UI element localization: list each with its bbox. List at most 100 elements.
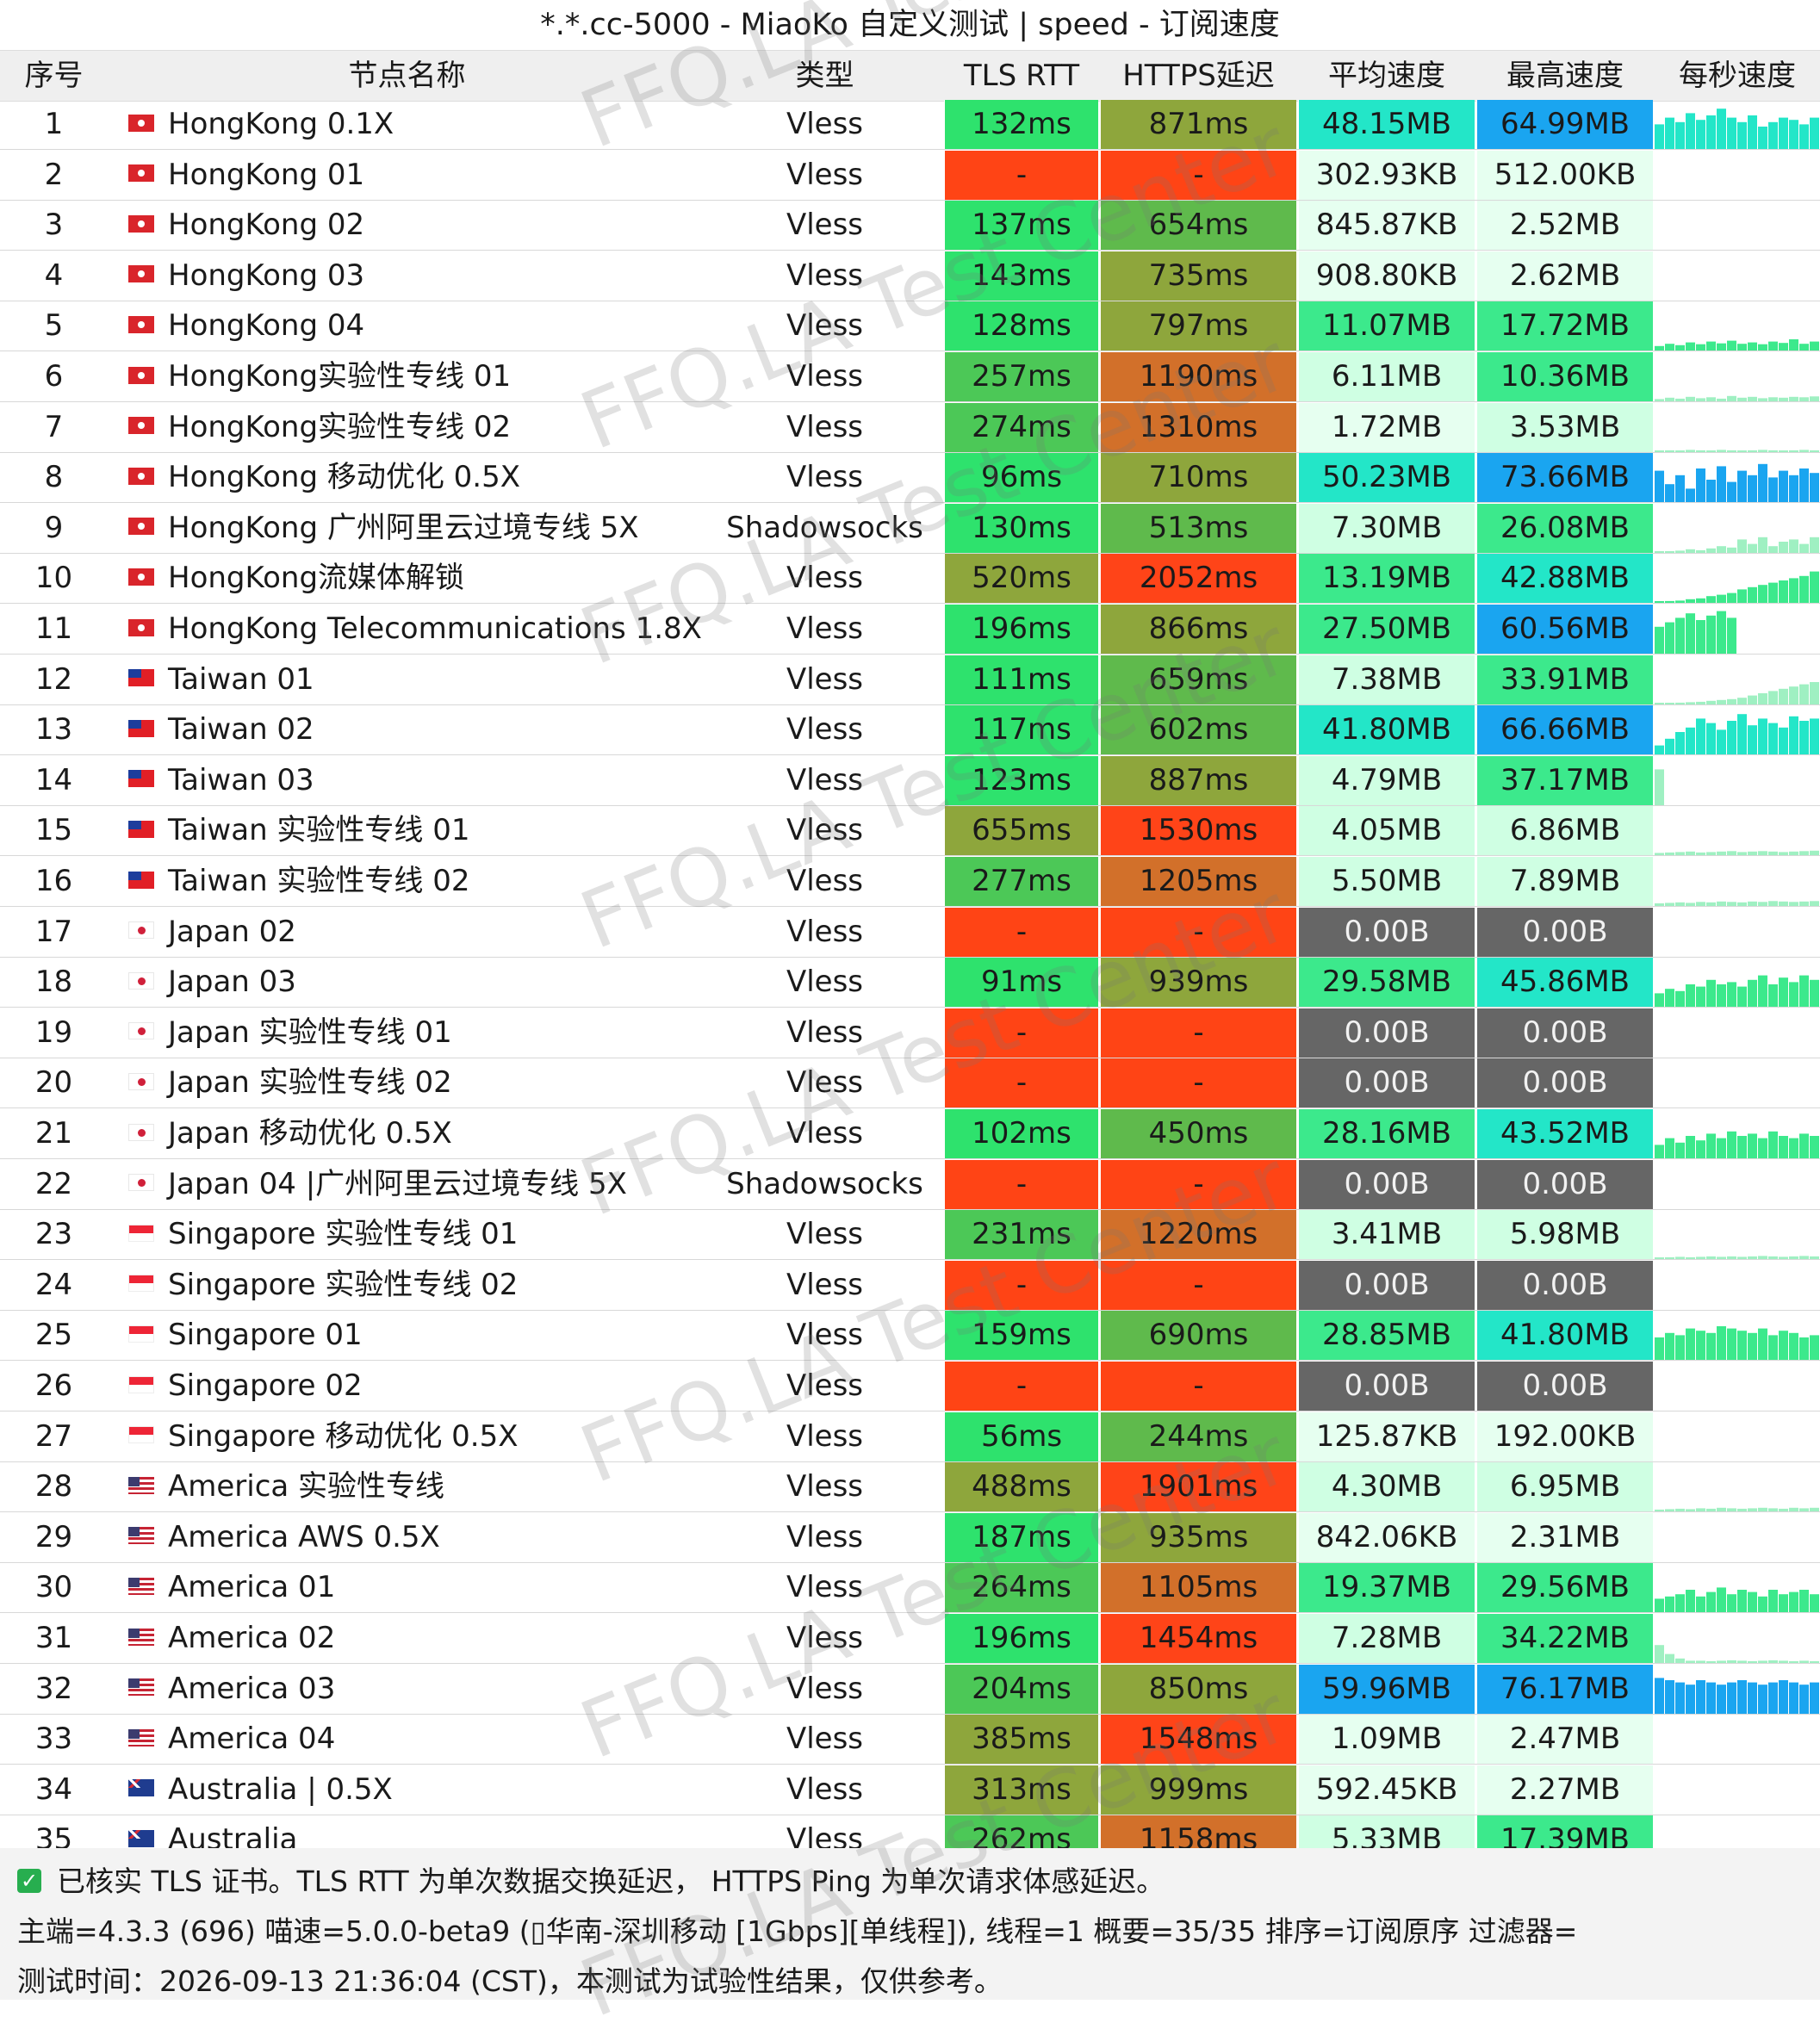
sparkline-bar <box>1799 1660 1809 1663</box>
header-https-latency[interactable]: HTTPS延迟 <box>1122 59 1275 93</box>
header-node-name[interactable]: 节点名称 <box>348 59 466 93</box>
tls-rtt-value: 91ms <box>944 958 1098 1008</box>
table-row[interactable]: 6 HongKong实验性专线 01 Vless 257ms 1190ms 6.11MB 1… <box>0 352 1820 402</box>
sparkline-bar <box>1717 1507 1726 1512</box>
max-speed-value: 42.88MB <box>1476 554 1653 604</box>
node-name: Japan 02 <box>168 914 296 949</box>
table-row[interactable]: 8 HongKong 移动优化 0.5X Vless 96ms 710ms 50.23MB… <box>0 453 1820 504</box>
table-row[interactable]: 15 Taiwan 实验性专线 01 Vless 655ms 1530ms 4.05MB 6… <box>0 806 1820 857</box>
sparkline-bar <box>1779 343 1788 351</box>
sparkline-bar <box>1779 1660 1788 1663</box>
jp-flag-icon <box>128 971 154 990</box>
node-type: Vless <box>786 1469 864 1505</box>
table-row[interactable]: 31 America 02 Vless 196ms 1454ms 7.28MB 34.22M… <box>0 1614 1820 1664</box>
table-row[interactable]: 12 Taiwan 01 Vless 111ms 659ms 7.38MB 33.91MB <box>0 655 1820 705</box>
table-row[interactable]: 29 America AWS 0.5X Vless 187ms 935ms 842.06K… <box>0 1512 1820 1563</box>
table-row[interactable]: 20 Japan 实验性专线 02 Vless - -0.00B 0.00B <box>0 1058 1820 1109</box>
node-name-cell: HongKong 广州阿里云过境专线 5X <box>108 504 706 553</box>
tls-rtt-value: 313ms <box>944 1765 1098 1815</box>
table-row[interactable]: 23 Singapore 实验性专线 01 Vless 231ms 1220ms 3.41… <box>0 1210 1820 1261</box>
table-row[interactable]: 10 HongKong流媒体解锁 Vless 520ms 2052ms 13.19MB 42… <box>0 554 1820 605</box>
header-per-second-speed[interactable]: 每秒速度 <box>1679 59 1796 93</box>
table-row[interactable]: 18 Japan 03 Vless 91ms 939ms 29.58MB 45.86MB <box>0 958 1820 1008</box>
sg-flag-icon <box>128 1275 154 1293</box>
per-second-speed-sparkline <box>1655 151 1820 200</box>
table-row[interactable]: 27 Singapore 移动优化 0.5X Vless 56ms 244ms 125.8… <box>0 1411 1820 1462</box>
sparkline-bar <box>1737 397 1747 401</box>
node-name: HongKong流媒体解锁 <box>168 561 465 596</box>
sparkline-bar <box>1655 1145 1664 1158</box>
table-row[interactable]: 22 Japan 04 |广州阿里云过境专线 5X Shadowsocks - -0.0… <box>0 1159 1820 1210</box>
table-row[interactable]: 24 Singapore 实验性专线 02 Vless - -0.00B 0.00B <box>0 1260 1820 1311</box>
sparkline-bar <box>1665 484 1674 503</box>
https-latency-value: 1190ms <box>1100 352 1296 401</box>
sparkline-bar <box>1727 547 1736 553</box>
sparkline-bar <box>1779 541 1788 553</box>
header-max-speed[interactable]: 最高速度 <box>1506 59 1624 93</box>
avg-speed-value: 125.87KB <box>1298 1411 1475 1461</box>
table-row[interactable]: 1 HongKong 0.1X Vless 132ms 871ms 48.15MB 64.9… <box>0 100 1820 150</box>
table-row[interactable]: 26 Singapore 02 Vless - -0.00B 0.00B <box>0 1362 1820 1411</box>
table-row[interactable]: 3 HongKong 02 Vless 137ms 654ms 845.87KB 2.52M… <box>0 201 1820 251</box>
table-row[interactable]: 5 HongKong 04 Vless 128ms 797ms 11.07MB 17.72M… <box>0 301 1820 352</box>
jp-flag-icon <box>128 1174 154 1192</box>
sparkline-bar <box>1748 115 1757 149</box>
table-row[interactable]: 17 Japan 02 Vless - -0.00B 0.00B <box>0 907 1820 958</box>
hk-flag-icon <box>128 417 154 435</box>
header-type[interactable]: 类型 <box>795 59 854 93</box>
sparkline-bar <box>1799 975 1809 1008</box>
sparkline-bar <box>1665 1333 1674 1361</box>
table-row[interactable]: 19 Japan 实验性专线 01 Vless - -0.00B 0.00B <box>0 1008 1820 1058</box>
row-index: 11 <box>34 611 73 646</box>
sparkline-bar <box>1665 738 1674 755</box>
table-row[interactable]: 25 Singapore 01 Vless 159ms 690ms 28.85MB 41.8… <box>0 1311 1820 1362</box>
table-row[interactable]: 21 Japan 移动优化 0.5X Vless 102ms 450ms 28.16MB 4… <box>0 1109 1820 1159</box>
row-index: 2 <box>44 157 64 192</box>
sparkline-bar <box>1686 599 1695 604</box>
sparkline-bar <box>1655 769 1664 805</box>
node-name: Japan 移动优化 0.5X <box>168 1116 452 1151</box>
table-row[interactable]: 28 America 实验性专线 Vless 488ms 1901ms 4.30MB 6.9… <box>0 1462 1820 1513</box>
max-speed-value: 66.66MB <box>1476 705 1653 755</box>
sparkline-bar <box>1696 1256 1705 1260</box>
table-row[interactable]: 30 America 01 Vless 264ms 1105ms 19.37MB 29.56… <box>0 1563 1820 1614</box>
max-speed-value: 0.00B <box>1476 1260 1653 1310</box>
sparkline-bar <box>1727 1256 1736 1260</box>
sparkline-bar <box>1706 397 1716 401</box>
sparkline-bar <box>1696 549 1705 553</box>
per-second-speed-sparkline <box>1655 1109 1820 1158</box>
per-second-speed-sparkline <box>1655 403 1820 452</box>
table-row[interactable]: 4 HongKong 03 Vless 143ms 735ms 908.80KB 2.62M… <box>0 251 1820 301</box>
sparkline-bar <box>1706 341 1716 351</box>
sparkline-bar <box>1758 463 1767 503</box>
sparkline-bar <box>1675 600 1685 604</box>
sparkline-bar <box>1706 723 1716 755</box>
table-row[interactable]: 33 America 04 Vless 385ms 1548ms 1.09MB 2.47MB <box>0 1715 1820 1765</box>
hk-flag-icon <box>128 114 154 132</box>
sparkline-bar <box>1748 695 1757 704</box>
sparkline-bar <box>1717 1256 1726 1260</box>
table-row[interactable]: 9 HongKong 广州阿里云过境专线 5X Shadowsocks 130ms 51… <box>0 503 1820 554</box>
header-avg-speed[interactable]: 平均速度 <box>1328 59 1445 93</box>
tls-rtt-value: 143ms <box>944 251 1098 301</box>
table-row[interactable]: 11 HongKong Telecommunications 1.8X Vless 1… <box>0 605 1820 655</box>
node-type: Vless <box>786 1217 864 1252</box>
sparkline-bar <box>1737 450 1747 452</box>
checkbox-checked-icon[interactable]: ✓ <box>17 1868 41 1893</box>
table-row[interactable]: 13 Taiwan 02 Vless 117ms 602ms 41.80MB 66.66MB <box>0 705 1820 756</box>
table-row[interactable]: 16 Taiwan 实验性专线 02 Vless 277ms 1205ms 5.50MB 7… <box>0 857 1820 907</box>
tls-rtt-value: - <box>944 1362 1098 1411</box>
table-row[interactable]: 34 Australia | 0.5X Vless 313ms 999ms 592.45K… <box>0 1765 1820 1815</box>
header-index[interactable]: 序号 <box>24 59 84 93</box>
sparkline-bar <box>1779 1331 1788 1361</box>
row-index: 33 <box>34 1722 73 1757</box>
header-tls-rtt[interactable]: TLS RTT <box>963 59 1080 93</box>
table-row[interactable]: 32 America 03 Vless 204ms 850ms 59.96MB 76.17M… <box>0 1664 1820 1715</box>
sparkline-bar <box>1727 617 1736 654</box>
sparkline-bar <box>1768 545 1778 553</box>
table-row[interactable]: 2 HongKong 01 Vless - -302.93KB 512.00KB <box>0 150 1820 201</box>
table-row[interactable]: 7 HongKong实验性专线 02 Vless 274ms 1310ms 1.72MB 3… <box>0 402 1820 453</box>
sparkline-bar <box>1655 470 1664 503</box>
sparkline-bar <box>1696 1660 1705 1663</box>
table-row[interactable]: 14 Taiwan 03 Vless 123ms 887ms 4.79MB 37.17MB <box>0 755 1820 806</box>
